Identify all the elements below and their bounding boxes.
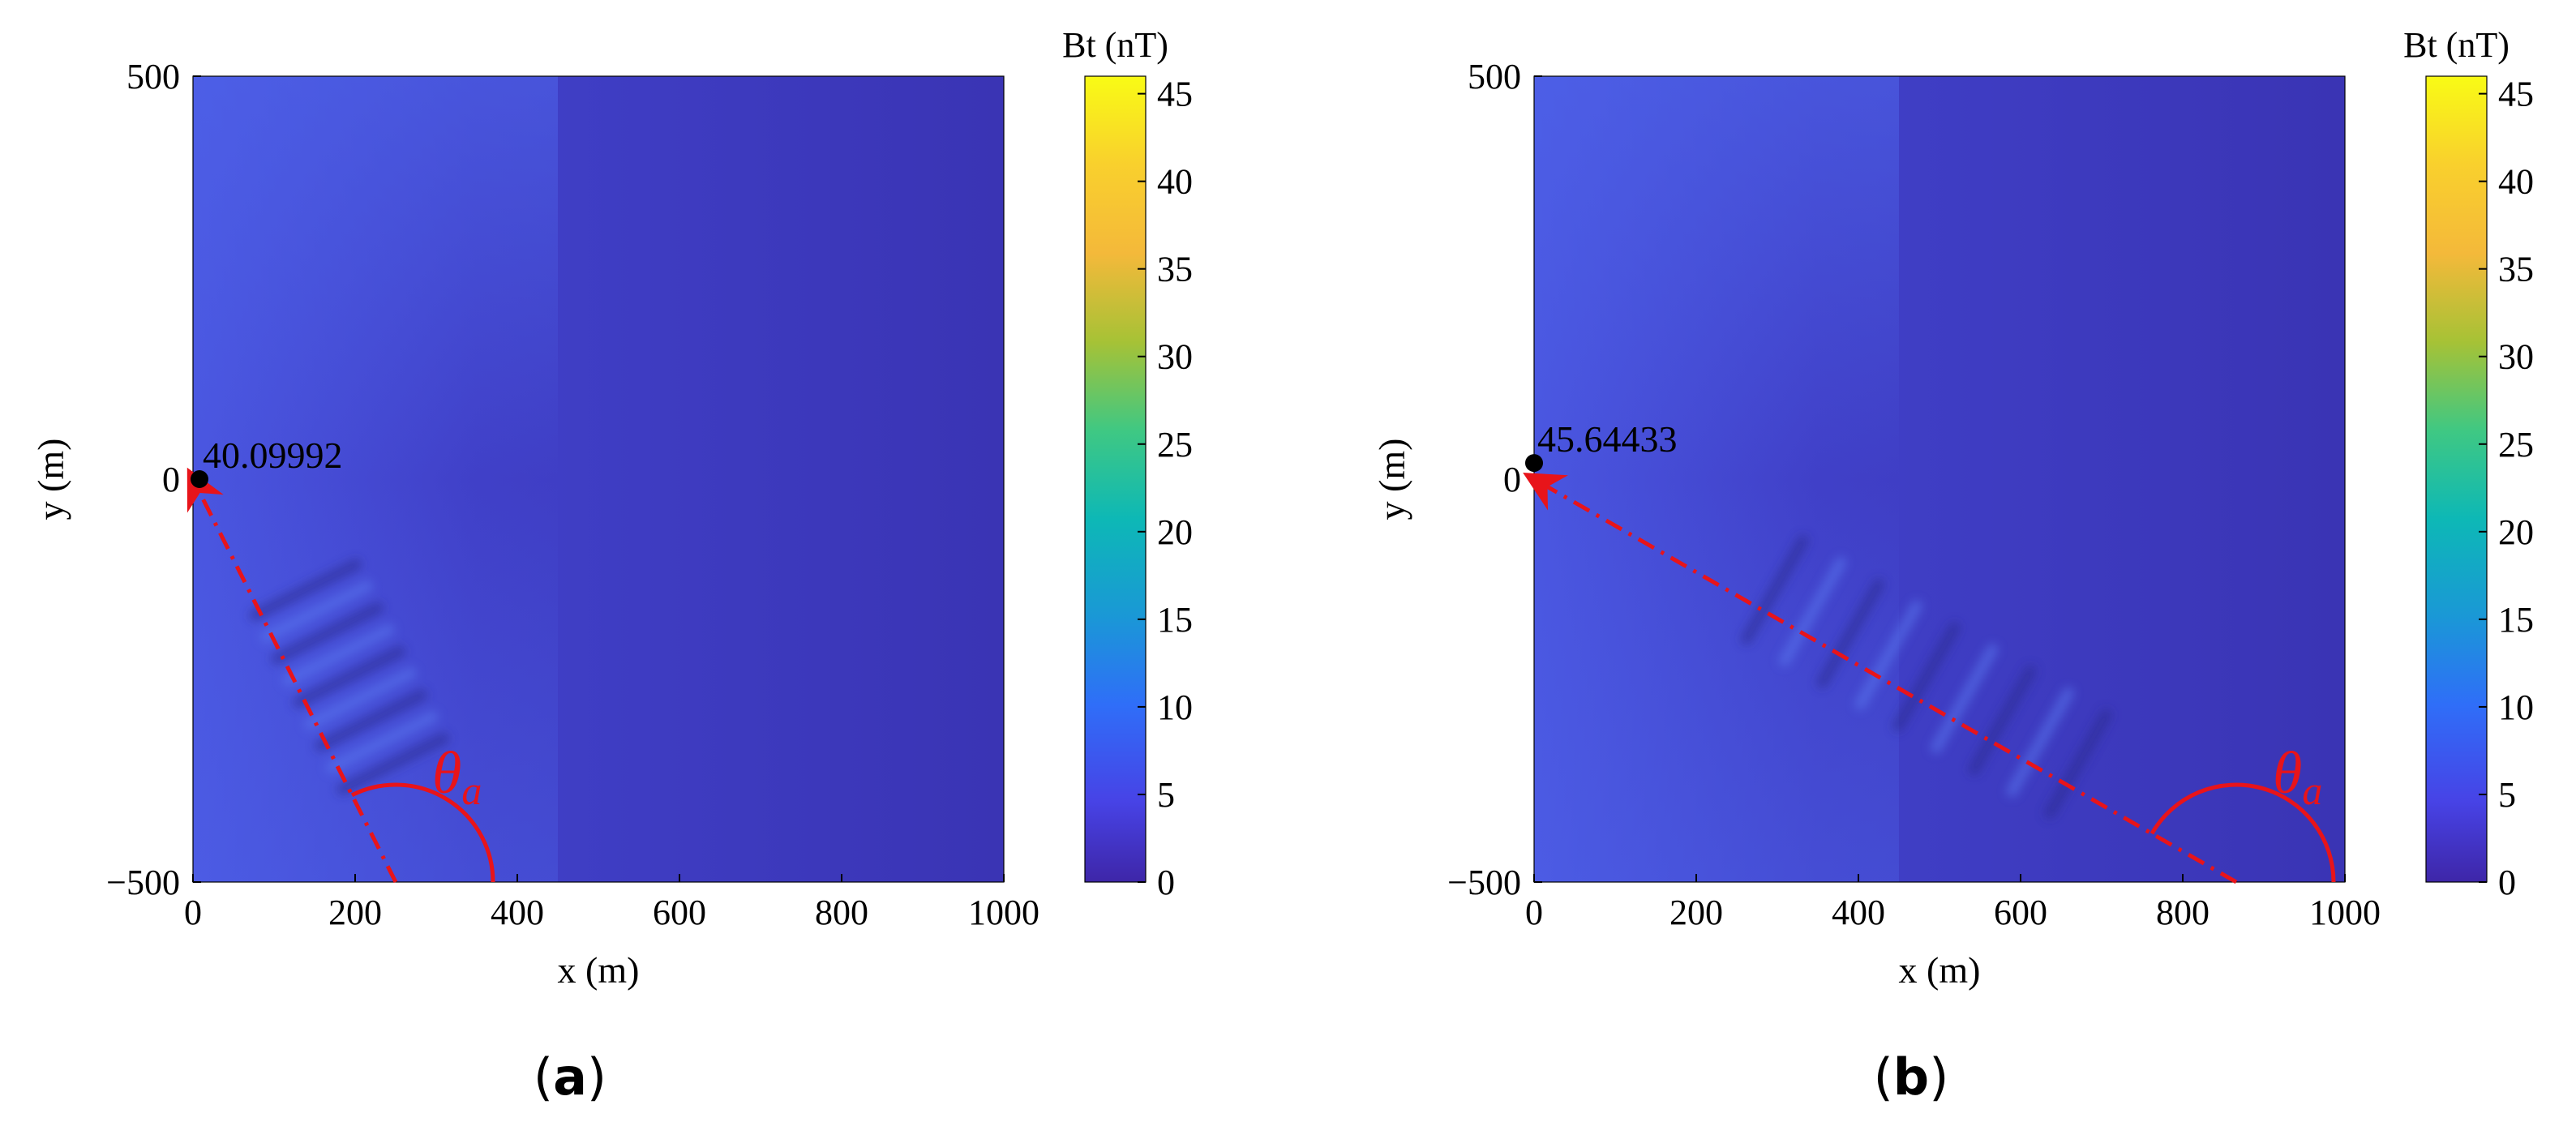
colorbar-tick-label: 40	[1157, 162, 1193, 202]
x-tick-label: 800	[815, 893, 868, 932]
y-tick-label: −500	[106, 863, 180, 902]
x-tick-label: 600	[1994, 893, 2047, 932]
y-tick-label: 500	[126, 57, 180, 96]
field-hotspot	[193, 203, 404, 755]
x-axis-label: x (m)	[1899, 949, 1981, 991]
x-tick-label: 800	[2156, 893, 2210, 932]
peak-marker	[191, 470, 208, 488]
x-tick-label: 1000	[968, 893, 1039, 932]
colorbar-tick-label: 0	[2498, 863, 2516, 902]
x-tick-label: 600	[653, 893, 706, 932]
colorbar-tick-label: 10	[2498, 687, 2534, 727]
colorbar-tick-label: 40	[2498, 162, 2534, 202]
y-tick-label: −500	[1447, 863, 1521, 902]
colorbar	[1084, 75, 1147, 883]
incidence-arrow	[186, 467, 398, 884]
field-heatmap	[193, 76, 1004, 882]
peak-value-label: 45.64433	[1537, 418, 1678, 460]
angle-arc	[350, 782, 495, 883]
wave-ripples	[1740, 534, 2112, 819]
peak-marker	[1525, 454, 1543, 473]
colorbar-tick-label: 15	[1157, 600, 1193, 640]
colorbar-tick-label: 45	[1157, 75, 1193, 114]
subfigure-label: (b)	[1874, 1047, 1949, 1107]
y-axis-label: y (m)	[1371, 439, 1412, 520]
x-tick-label: 200	[328, 893, 382, 932]
field-hotspot	[1534, 187, 1745, 739]
y-tick-label: 0	[1503, 460, 1521, 499]
colorbar-tick-label: 10	[1157, 687, 1193, 727]
x-axis-label: x (m)	[558, 949, 640, 991]
colorbar-tick-label: 5	[1157, 775, 1175, 815]
colorbar	[2425, 75, 2488, 883]
colorbar-tick-label: 5	[2498, 775, 2516, 815]
peak-value-label: 40.09992	[203, 435, 343, 476]
field-heatmap	[1534, 76, 2345, 882]
colorbar-tick-label: 25	[2498, 425, 2534, 465]
colorbar-tick-label: 30	[2498, 337, 2534, 377]
colorbar-tick-label: 35	[2498, 250, 2534, 289]
colorbar-tick-label: 25	[1157, 425, 1193, 465]
y-tick-label: 500	[1468, 57, 1521, 96]
colorbar-tick-label: 30	[1157, 337, 1193, 377]
colorbar-tick-label: 45	[2498, 75, 2534, 114]
colorbar-title: Bt (nT)	[2403, 25, 2510, 65]
incidence-arrow	[1523, 473, 2238, 884]
colorbar-tick-label: 35	[1157, 250, 1193, 289]
x-tick-label: 1000	[2309, 893, 2381, 932]
colorbar-tick-label: 20	[2498, 512, 2534, 552]
y-axis-label: y (m)	[30, 439, 71, 520]
angle-arc	[2150, 782, 2336, 883]
x-tick-label: 400	[491, 893, 544, 932]
x-tick-label: 400	[1832, 893, 1885, 932]
subfigure-label: (a)	[534, 1047, 606, 1107]
colorbar-title: Bt (nT)	[1062, 25, 1168, 65]
x-tick-label: 0	[184, 893, 202, 932]
y-tick-label: 0	[162, 460, 180, 499]
colorbar-tick-label: 15	[2498, 600, 2534, 640]
x-tick-label: 0	[1525, 893, 1543, 932]
colorbar-tick-label: 20	[1157, 512, 1193, 552]
x-tick-label: 200	[1669, 893, 1723, 932]
colorbar-tick-label: 0	[1157, 863, 1175, 902]
